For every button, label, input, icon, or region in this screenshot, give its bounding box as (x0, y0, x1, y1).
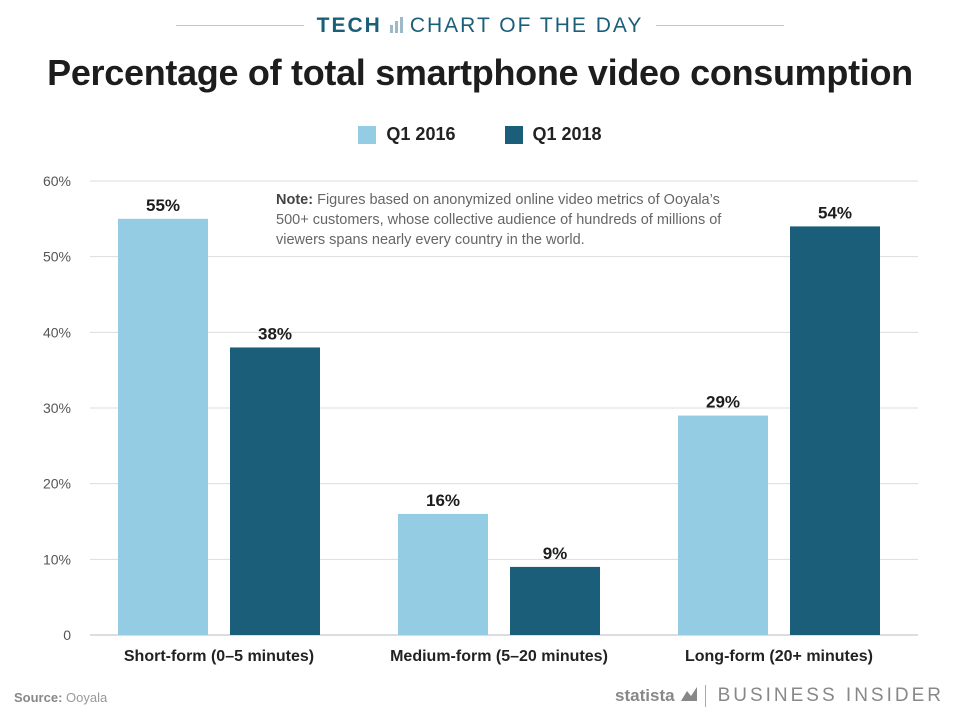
banner-text: TECH CHART OF THE DAY (0, 13, 960, 40)
legend-swatch-q1-2018 (504, 125, 523, 144)
y-tick-label: 10% (43, 551, 71, 567)
note-label: Note: (276, 192, 314, 208)
bar-q1-2018-1 (510, 566, 600, 635)
bars (118, 218, 880, 636)
series-label: CHART OF THE DAY (409, 14, 644, 37)
statista-icon (680, 684, 697, 707)
brand-divider (704, 684, 706, 707)
source-value: Ooyala (66, 690, 108, 705)
x-axis-ticks: Short-form (0–5 minutes) Medium-form (5–2… (124, 648, 873, 665)
bar-value-label: 9% (543, 544, 568, 563)
y-tick-label: 0 (63, 627, 71, 643)
bar-value-label: 55% (146, 196, 180, 215)
grid-lines (90, 180, 918, 636)
section-label: TECH (316, 14, 382, 37)
legend-label-q1-2016: Q1 2016 (386, 124, 456, 144)
bar-value-label: 38% (258, 324, 292, 343)
y-tick-label: 20% (43, 476, 71, 492)
x-tick-label: Short-form (0–5 minutes) (124, 648, 314, 665)
bar-value-label: 16% (426, 491, 460, 510)
bar-chart-icon (389, 14, 404, 40)
legend: Q1 2016 Q1 2018 (0, 124, 960, 149)
header-banner: TECH CHART OF THE DAY (0, 8, 960, 44)
legend-item-q1-2016: Q1 2016 (358, 124, 455, 145)
bar-q1-2016-2 (678, 415, 768, 635)
bar-labels: 55% 38% 16% 9% 29% 54% (146, 196, 852, 563)
banner-rule-left (176, 25, 304, 26)
statista-logo: statista (615, 685, 675, 705)
bar-value-label: 54% (818, 203, 852, 222)
legend-item-q1-2018: Q1 2018 (504, 124, 602, 145)
source-credit: Source: Ooyala (14, 690, 107, 705)
y-tick-label: 40% (43, 324, 71, 340)
y-tick-label: 50% (43, 249, 71, 265)
x-tick-label: Medium-form (5–20 minutes) (390, 648, 608, 665)
y-tick-label: 60% (43, 173, 71, 189)
legend-label-q1-2018: Q1 2018 (532, 124, 602, 144)
bar-q1-2016-0 (118, 218, 208, 636)
banner-rule-right (656, 25, 784, 26)
bar-q1-2018-2 (790, 226, 880, 635)
source-label: Source: (14, 690, 63, 705)
footer-branding: statista BUSINESS INSIDER (615, 684, 944, 707)
note-text: Figures based on anonymized online video… (276, 192, 722, 248)
publisher-logo: BUSINESS INSIDER (717, 684, 944, 706)
legend-swatch-q1-2016 (358, 125, 377, 144)
bar-q1-2016-1 (398, 513, 488, 635)
chart-note: Note: Figures based on anonymized online… (276, 190, 746, 250)
bar-q1-2018-0 (230, 347, 320, 635)
chart-title: Percentage of total smartphone video con… (47, 52, 913, 93)
x-tick-label: Long-form (20+ minutes) (685, 648, 873, 665)
bar-value-label: 29% (706, 393, 740, 412)
y-tick-label: 30% (43, 400, 71, 416)
y-axis-ticks: 0 10% 20% 30% 40% 50% 60% (43, 173, 71, 643)
